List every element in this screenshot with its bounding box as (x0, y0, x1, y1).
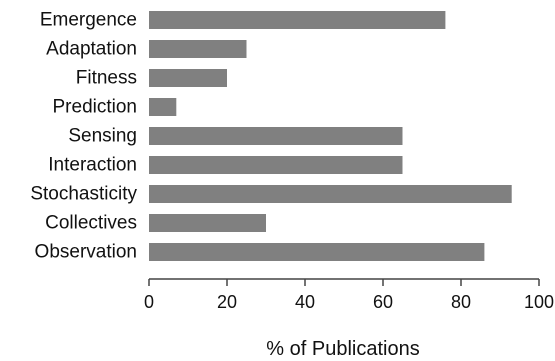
bar-interaction (149, 156, 403, 174)
category-label-sensing: Sensing (68, 126, 137, 147)
category-label-emergence: Emergence (40, 10, 137, 31)
x-axis-title: % of Publications (266, 338, 419, 360)
bar-prediction (149, 98, 177, 116)
category-label-collectives: Collectives (45, 213, 137, 234)
bar-stochasticity (149, 185, 512, 203)
bar-collectives (149, 214, 266, 232)
bar-adaptation (149, 40, 247, 58)
x-tick-label-100: 100 (524, 292, 554, 312)
x-tick-label-20: 20 (217, 292, 237, 312)
x-tick-label-80: 80 (451, 292, 471, 312)
category-label-observation: Observation (35, 242, 137, 263)
category-labels: Emergence Adaptation Fitness Prediction Sens… (30, 10, 137, 263)
x-tick-label-60: 60 (373, 292, 393, 312)
category-label-adaptation: Adaptation (46, 39, 137, 60)
category-label-prediction: Prediction (53, 97, 138, 118)
bars-group (149, 11, 512, 261)
category-label-interaction: Interaction (48, 155, 137, 176)
category-label-fitness: Fitness (76, 68, 137, 89)
bar-fitness (149, 69, 227, 87)
bar-observation (149, 243, 485, 261)
category-label-stochasticity: Stochasticity (30, 184, 137, 205)
x-tick-label-0: 0 (144, 292, 154, 312)
bar-sensing (149, 127, 403, 145)
x-axis-ticks: 0 20 40 60 80 100 (144, 279, 554, 312)
bar-emergence (149, 11, 446, 29)
x-tick-label-40: 40 (295, 292, 315, 312)
